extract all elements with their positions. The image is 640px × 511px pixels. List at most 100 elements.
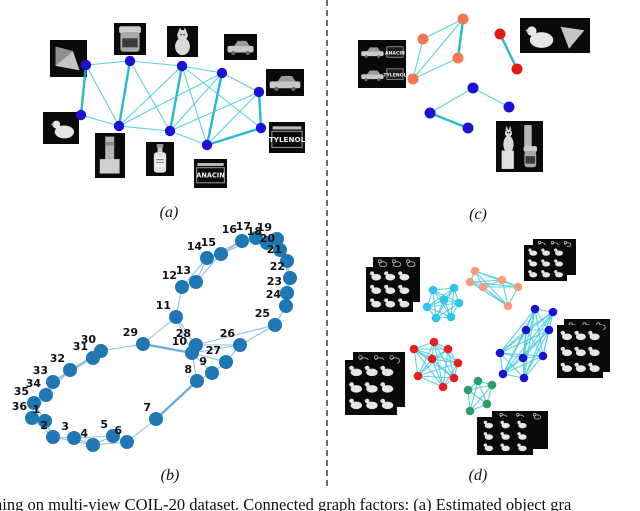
graph-node: [46, 430, 60, 444]
graph-edge: [417, 362, 459, 377]
node-number-label: 22: [270, 260, 285, 273]
object-image-car: [266, 69, 304, 96]
graph-node: [176, 60, 188, 72]
graph-node: [538, 351, 548, 361]
node-number-label: 34: [26, 377, 42, 390]
node-number-label: 16: [222, 223, 238, 236]
graph-edge: [417, 341, 435, 377]
graph-node: [268, 318, 282, 332]
node-number-label: 18: [247, 225, 262, 238]
node-number-label: 13: [176, 264, 191, 277]
graph-edge: [169, 72, 223, 132]
graph-edge: [482, 286, 509, 307]
object-image-box_text: TYLENOL: [269, 122, 306, 153]
graph-node: [205, 366, 219, 380]
graph-node: [449, 373, 459, 383]
node-number-label: 29: [123, 326, 138, 339]
graph-node: [39, 388, 53, 402]
graph-node: [113, 120, 125, 132]
graph-edge: [191, 344, 241, 354]
graph-edge: [129, 60, 183, 67]
graph-node: [413, 371, 423, 381]
graph-edge: [502, 329, 550, 375]
object-image-wedge: [50, 40, 87, 77]
duck-montage-image: [524, 239, 576, 281]
graph-node: [86, 351, 100, 365]
graph-edge: [426, 302, 460, 308]
graph-a: [75, 55, 267, 151]
graph-edge: [181, 65, 208, 146]
graph-node: [453, 358, 463, 368]
graph-edge: [469, 384, 493, 412]
graph-node: [452, 52, 464, 64]
graph-node: [38, 414, 52, 428]
graph-node: [200, 251, 214, 265]
graph-edge: [118, 65, 183, 127]
object-image-duck_wedge: [520, 18, 590, 53]
panel-label-a: (a): [159, 204, 179, 221]
object-image-cat_jar: [496, 121, 543, 172]
node-number-label: 10: [172, 335, 188, 348]
graph-edge: [469, 281, 519, 288]
graph-node: [253, 86, 265, 98]
graph-node: [149, 412, 163, 426]
graph-node: [136, 337, 150, 351]
graph-edge: [195, 324, 276, 346]
graph-edge: [206, 126, 262, 147]
graph-edge: [412, 57, 459, 80]
graph-edge: [155, 380, 198, 420]
graph-node: [233, 338, 247, 352]
graph-edge: [435, 302, 460, 319]
graph-node: [431, 313, 441, 323]
node-number-label: 20: [260, 232, 276, 245]
graph-edge: [433, 341, 455, 379]
graph-edge: [523, 355, 544, 379]
graph-edge: [431, 358, 459, 364]
svg-text:TYLENOL: TYLENOL: [383, 72, 406, 78]
graph-node: [503, 101, 515, 113]
node-number-label: 31: [73, 340, 88, 353]
node-number-label: 11: [156, 299, 171, 312]
graph-node: [63, 363, 77, 377]
graph-node: [216, 67, 228, 79]
node-number-label: 5: [100, 418, 108, 431]
graph-edge: [469, 380, 479, 412]
graph-edge: [474, 270, 509, 307]
node-number-label: 36: [12, 400, 28, 413]
graph-node: [465, 406, 475, 416]
graph-edge: [168, 65, 184, 132]
graph-b: 12 345 67891011121314151617181920212223242…: [12, 220, 297, 452]
graph-edge: [181, 65, 262, 129]
graph-edge: [502, 355, 544, 375]
node-number-label: 24: [266, 288, 282, 301]
node-number-label: 12: [162, 269, 177, 282]
graph-node: [409, 344, 419, 354]
node-number-label: 15: [201, 236, 216, 249]
graph-edge: [442, 362, 459, 388]
graph-edge: [431, 358, 444, 388]
graph-edge: [469, 279, 503, 283]
graph-node: [46, 375, 60, 389]
graph-node: [189, 275, 203, 289]
panel-divider-dashed-line: [326, 0, 328, 486]
graph-edge: [118, 72, 223, 127]
graph-node: [201, 139, 213, 151]
graph-node: [75, 109, 87, 121]
object-image-bottle: [146, 142, 174, 176]
graph-edge: [523, 308, 536, 379]
graph-edge: [117, 60, 132, 127]
graph-edge: [257, 91, 263, 129]
graph-edge: [523, 329, 527, 379]
node-number-label: 27: [206, 344, 221, 357]
node-number-label: 3: [61, 420, 69, 433]
object-image-box_text: ANACIN: [194, 159, 227, 188]
graph-node: [511, 63, 523, 75]
graph-node: [120, 435, 134, 449]
graph-node: [503, 301, 513, 311]
graph-node: [219, 355, 233, 369]
graph-node: [498, 369, 508, 379]
graph-node: [189, 338, 203, 352]
graph-node: [519, 373, 529, 383]
graph-node: [169, 310, 183, 324]
